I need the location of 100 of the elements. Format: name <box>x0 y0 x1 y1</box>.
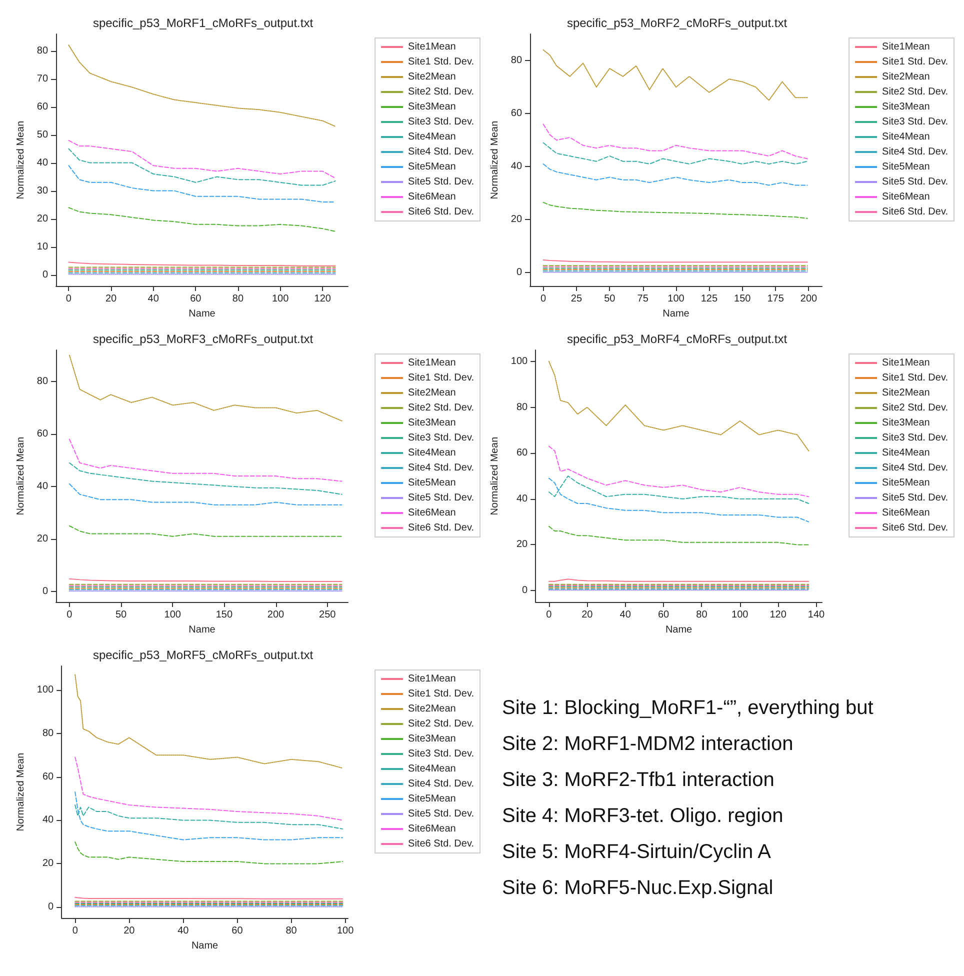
legend-label: Site5Mean <box>882 478 930 488</box>
y-tick-label: 60 <box>516 448 528 459</box>
legend-label: Site5Mean <box>408 478 456 488</box>
legend-label: Site4 Std. Dev. <box>882 146 948 158</box>
legend-label: Site6Mean <box>408 192 456 202</box>
y-tick-label: 20 <box>36 213 48 224</box>
line-series <box>542 49 808 101</box>
x-tick-label: 0 <box>66 610 73 620</box>
x-tick-label: 20 <box>582 610 594 620</box>
y-tick-label: 70 <box>36 73 48 84</box>
y-tick-label: 100 <box>36 684 54 696</box>
line-series <box>542 163 808 186</box>
x-tick-label: 80 <box>696 610 708 620</box>
line-series <box>548 446 810 498</box>
legend-label: Site2Mean <box>408 388 456 398</box>
legend-label: Site2Mean <box>408 72 456 82</box>
y-axis-title: Normalized Mean <box>16 436 26 516</box>
legend-label: Site3 Std. Dev. <box>882 432 948 444</box>
y-tick-label: 80 <box>36 45 48 56</box>
legend-label: Site6Mean <box>408 824 456 834</box>
x-tick-label: 0 <box>540 294 547 304</box>
legend-label: Site3Mean <box>882 418 930 428</box>
chart-title: specific_p53_MoRF3_cMoRFs_output.txt <box>92 332 314 346</box>
legend-label: Site3 Std. Dev. <box>882 116 948 128</box>
y-tick-label: 0 <box>42 269 48 280</box>
legend-label: Site3Mean <box>408 418 456 428</box>
y-tick-label: 60 <box>36 101 48 112</box>
x-tick-label: 0 <box>546 610 552 620</box>
legend-label: Site4Mean <box>882 448 930 458</box>
x-tick-label: 20 <box>105 294 118 304</box>
line-series <box>74 792 344 840</box>
line-series <box>548 526 810 546</box>
x-tick-label: 175 <box>767 294 784 304</box>
y-tick-label: 40 <box>36 157 48 168</box>
line-series <box>68 140 336 179</box>
x-tick-label: 100 <box>668 294 685 304</box>
legend-label: Site6Mean <box>882 192 930 202</box>
legend-label: Site4Mean <box>408 764 456 774</box>
legend-label: Site6 Std. Dev. <box>408 838 474 850</box>
legend-label: Site4 Std. Dev. <box>408 462 474 474</box>
x-tick-label: 40 <box>620 610 632 620</box>
legend-label: Site1Mean <box>882 358 930 368</box>
x-tick-label: 100 <box>164 610 182 620</box>
x-axis-title: Name <box>188 308 216 320</box>
legend-label: Site1 Std. Dev. <box>882 372 948 384</box>
legend-label: Site6 Std. Dev. <box>408 522 474 534</box>
chart-title: specific_p53_MoRF1_cMoRFs_output.txt <box>92 16 314 30</box>
y-tick-label: 10 <box>36 241 48 252</box>
x-tick-label: 75 <box>637 294 649 304</box>
legend-label: Site2 Std. Dev. <box>882 402 948 414</box>
legend-label: Site5 Std. Dev. <box>408 176 474 188</box>
x-tick-label: 25 <box>570 294 582 304</box>
x-tick-label: 60 <box>232 926 244 936</box>
line-series <box>548 476 810 504</box>
legend-label: Site1 Std. Dev. <box>882 56 948 68</box>
x-tick-label: 0 <box>72 926 78 936</box>
y-tick-label: 0 <box>516 267 522 278</box>
text: Site 1: Blocking_MoRF1-“”, everything but <box>502 696 874 721</box>
x-tick-label: 0 <box>66 294 72 304</box>
text: Site 5: MoRF4-Sirtuin/Cyclin A <box>502 840 772 865</box>
legend-label: Site4 Std. Dev. <box>408 146 474 158</box>
y-tick-label: 60 <box>36 428 48 440</box>
legend-label: Site1Mean <box>408 42 456 52</box>
y-tick-label: 40 <box>510 161 522 172</box>
y-axis-title: Normalized Mean <box>16 120 26 200</box>
chart-title: specific_p53_MoRF5_cMoRFs_output.txt <box>92 648 314 662</box>
y-tick-label: 80 <box>42 728 54 739</box>
legend-label: Site4Mean <box>882 132 930 142</box>
x-tick-label: 40 <box>178 926 190 936</box>
y-tick-label: 20 <box>516 539 528 550</box>
line-series <box>548 478 810 522</box>
x-tick-label: 20 <box>124 926 136 936</box>
y-tick-label: 0 <box>522 585 528 596</box>
y-tick-label: 80 <box>36 376 48 387</box>
x-tick-label: 120 <box>770 610 787 620</box>
line-series <box>74 674 344 769</box>
x-tick-label: 250 <box>319 610 336 620</box>
text: Site 6: MoRF5-Nuc.Exp.Signal <box>502 876 774 901</box>
line-series <box>68 483 342 506</box>
legend-label: Site6Mean <box>882 508 930 518</box>
line-series <box>68 354 342 422</box>
legend-label: Site2 Std. Dev. <box>408 402 474 414</box>
legend-label: Site1Mean <box>882 42 930 52</box>
legend-label: Site4Mean <box>408 448 456 458</box>
line-series <box>548 360 810 452</box>
legend-label: Site5Mean <box>408 794 456 804</box>
y-tick-label: 40 <box>516 493 528 504</box>
y-tick-label: 80 <box>510 55 522 66</box>
x-tick-label: 150 <box>216 610 233 620</box>
x-tick-label: 80 <box>232 294 244 304</box>
legend-label: Site4 Std. Dev. <box>882 462 948 474</box>
x-axis-title: Name <box>662 308 690 320</box>
x-tick-label: 150 <box>734 294 752 304</box>
line-series <box>68 165 336 202</box>
x-tick-label: 200 <box>800 294 818 304</box>
y-tick-label: 0 <box>48 902 54 913</box>
y-tick-label: 100 <box>510 356 528 367</box>
line-series <box>68 44 336 127</box>
line-series <box>542 202 808 219</box>
y-axis-title: Normalized Mean <box>490 436 500 516</box>
